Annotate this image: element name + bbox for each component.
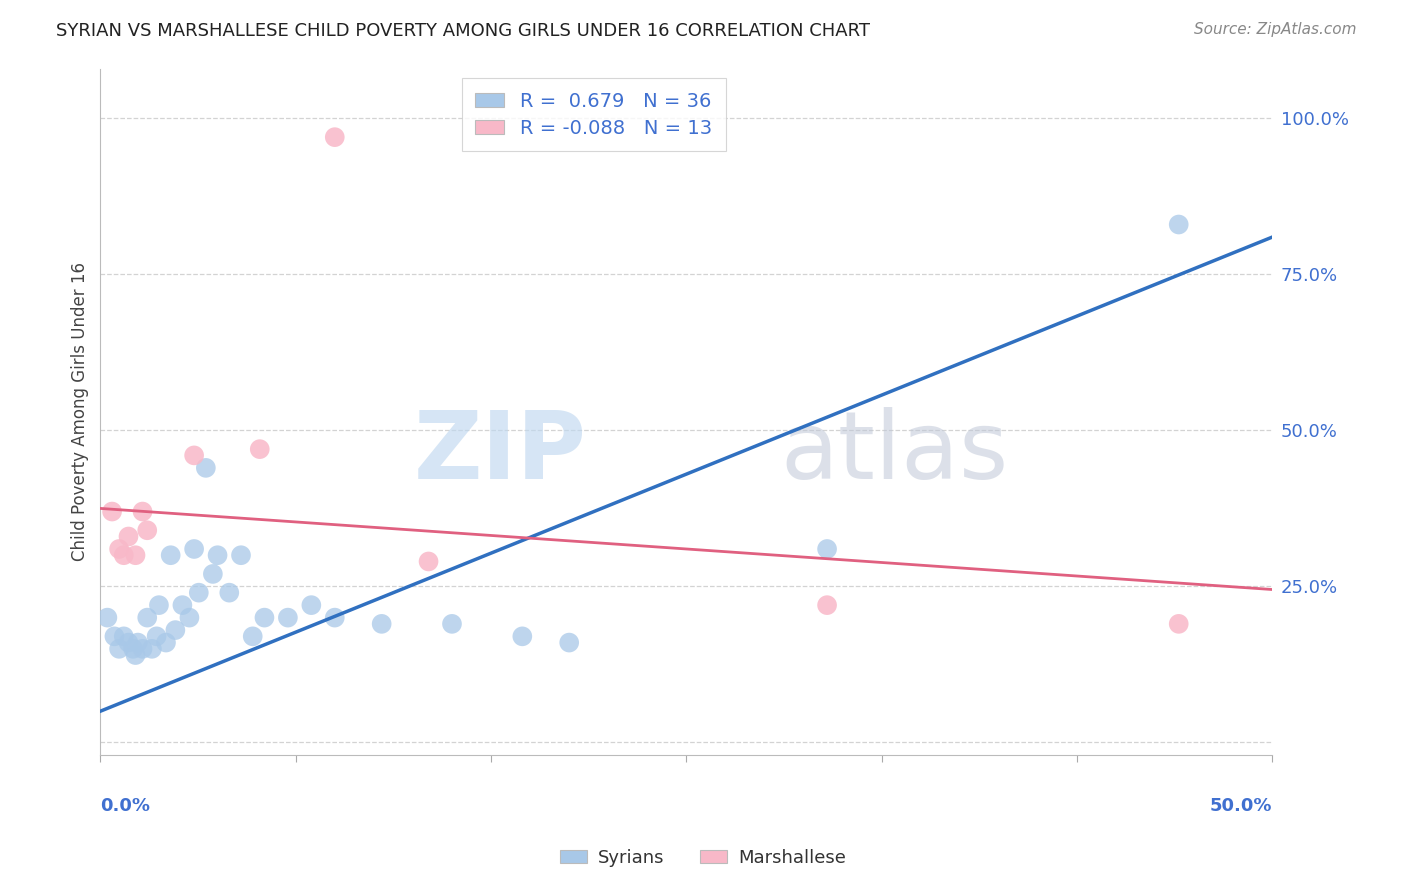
Point [183, 541, 205, 556]
Point [207, 548, 229, 562]
Y-axis label: Child Poverty Among Girls Under 16: Child Poverty Among Girls Under 16 [72, 262, 89, 561]
Point [1167, 616, 1189, 631]
Point [108, 541, 131, 556]
Point [117, 635, 139, 649]
Point [229, 548, 252, 562]
Point [815, 541, 838, 556]
Point [136, 610, 159, 624]
Point [148, 598, 170, 612]
Point [131, 504, 153, 518]
Point [418, 554, 440, 568]
Point [122, 641, 145, 656]
Point [124, 548, 146, 562]
Legend: R =  0.679   N = 36, R = -0.088   N = 13: R = 0.679 N = 36, R = -0.088 N = 13 [461, 78, 725, 152]
Point [108, 641, 131, 656]
Text: ZIP: ZIP [413, 407, 586, 499]
Point [131, 641, 153, 656]
Point [159, 548, 181, 562]
Point [249, 442, 271, 457]
Text: atlas: atlas [780, 407, 1008, 499]
Point [201, 566, 224, 581]
Point [172, 598, 194, 612]
Point [558, 635, 581, 649]
Point [194, 461, 217, 475]
Point [124, 648, 146, 662]
Text: SYRIAN VS MARSHALLESE CHILD POVERTY AMONG GIRLS UNDER 16 CORRELATION CHART: SYRIAN VS MARSHALLESE CHILD POVERTY AMON… [56, 22, 870, 40]
Point [299, 598, 322, 612]
Point [145, 629, 167, 643]
Point [165, 623, 187, 637]
Text: Source: ZipAtlas.com: Source: ZipAtlas.com [1194, 22, 1357, 37]
Point [370, 616, 392, 631]
Point [141, 641, 163, 656]
Point [1167, 218, 1189, 232]
Point [155, 635, 177, 649]
Point [440, 616, 463, 631]
Point [323, 130, 346, 145]
Point [117, 529, 139, 543]
Point [112, 629, 135, 643]
Text: 0.0%: 0.0% [100, 797, 150, 814]
Text: 50.0%: 50.0% [1211, 797, 1272, 814]
Point [179, 610, 201, 624]
Point [136, 523, 159, 537]
Point [815, 598, 838, 612]
Point [242, 629, 264, 643]
Point [510, 629, 533, 643]
Point [127, 635, 149, 649]
Point [277, 610, 299, 624]
Point [253, 610, 276, 624]
Point [187, 585, 209, 599]
Point [101, 504, 124, 518]
Point [323, 610, 346, 624]
Point [183, 449, 205, 463]
Point [112, 548, 135, 562]
Point [96, 610, 118, 624]
Point [103, 629, 125, 643]
Point [218, 585, 240, 599]
Legend: Syrians, Marshallese: Syrians, Marshallese [553, 842, 853, 874]
